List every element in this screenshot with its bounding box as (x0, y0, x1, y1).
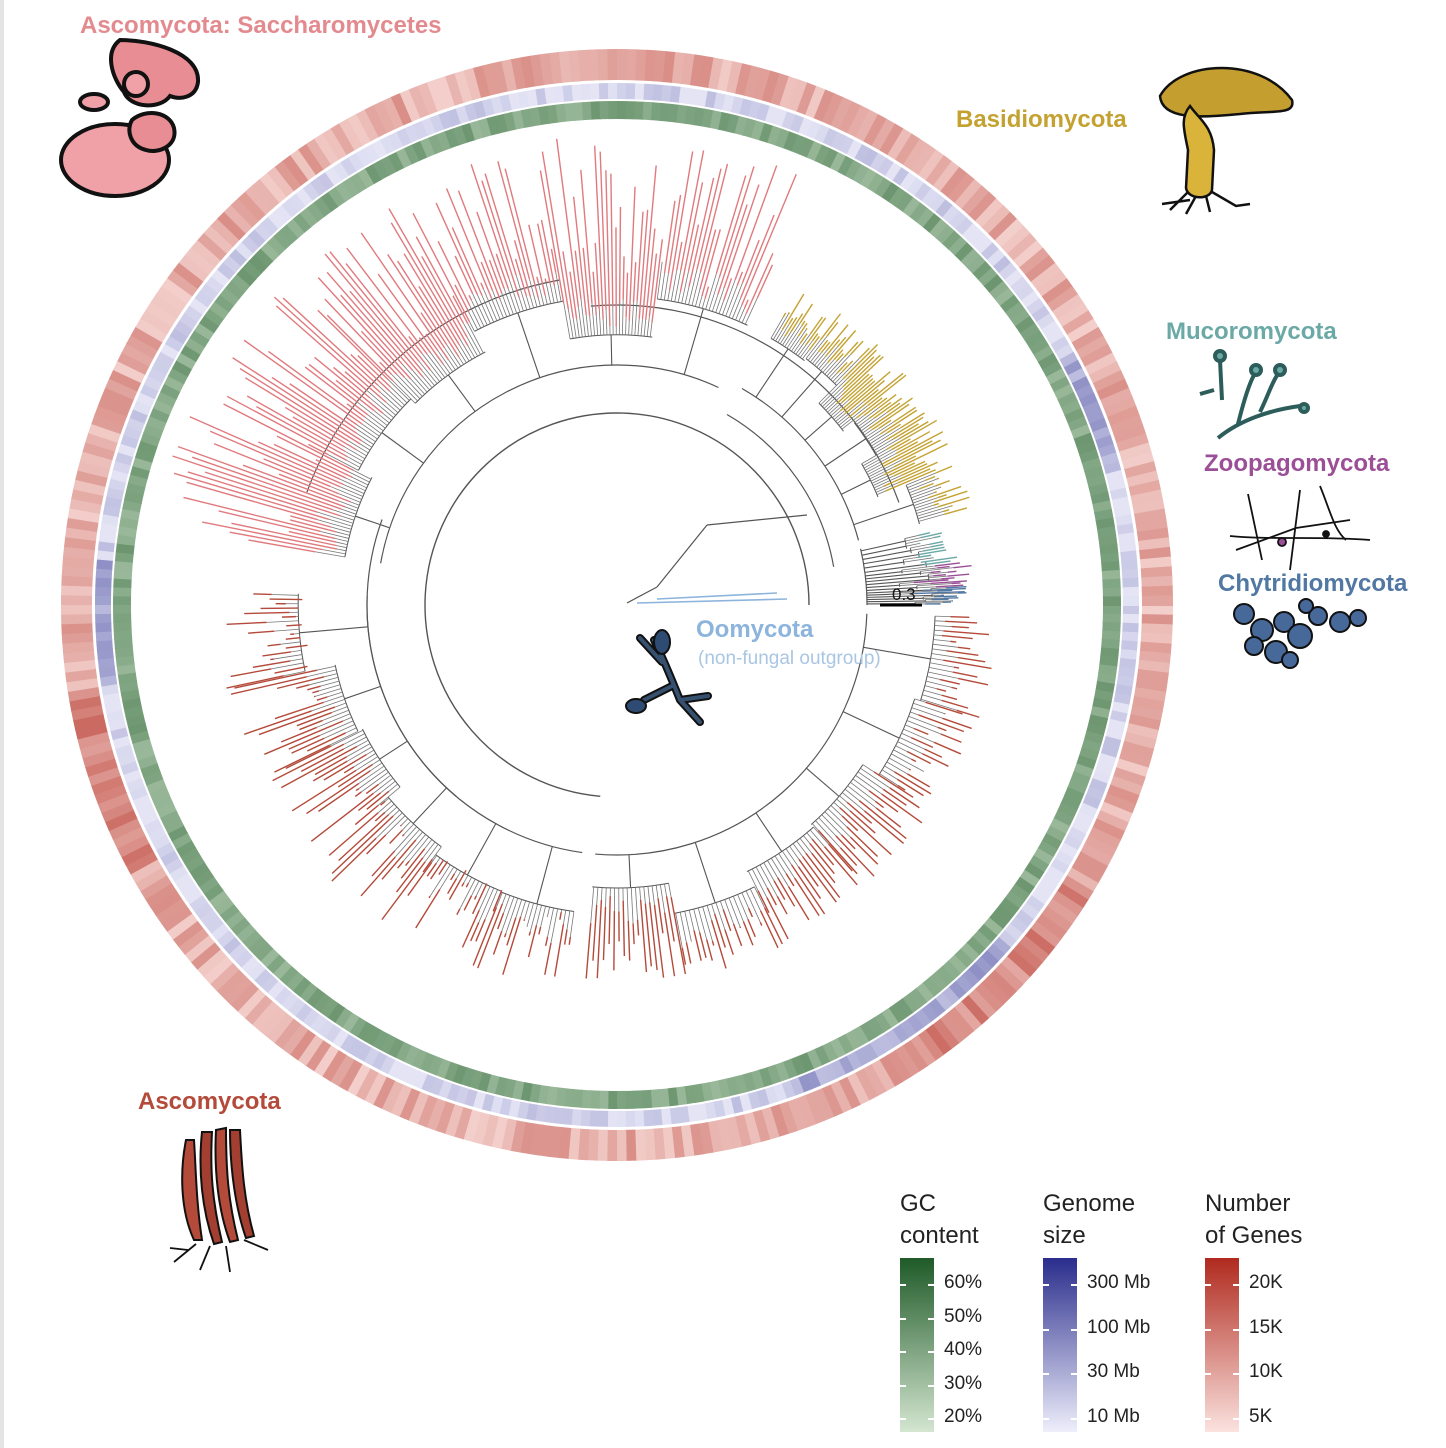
clade-basidiomycota (741, 293, 970, 541)
legend-title-gc: GC content (900, 1190, 979, 1249)
legend-bar-genome (1043, 1258, 1077, 1432)
ring-genes (61, 49, 1173, 1161)
clade-mucoromycota (860, 532, 958, 575)
ring-gc (113, 101, 1121, 1110)
label-basidiomycota: Basidiomycota (956, 106, 1127, 133)
label-oomycota: Oomycota (696, 616, 814, 643)
chytrid-icon (1233, 598, 1367, 669)
legend-tick-genome: 30 Mb (1087, 1361, 1140, 1383)
mushroom-icon (1158, 66, 1294, 215)
ring-genome (95, 82, 1139, 1127)
legend-title-genome: Genome size (1043, 1190, 1136, 1249)
phylogenetic-tree (172, 138, 992, 979)
legend-tick-gc: 50% (944, 1305, 983, 1327)
zoopago-icon (1229, 485, 1371, 571)
legend-tick-gc: 20% (944, 1406, 983, 1427)
left-edge-line (0, 0, 4, 1448)
legend-tick-genome: 100 Mb (1087, 1316, 1151, 1338)
mucor-icon (1199, 349, 1310, 440)
label-oomycota-sub: (non-fungal outgroup) (698, 648, 881, 669)
legend-tick-genes: 20K (1249, 1272, 1283, 1293)
clade-ascomycota (226, 593, 583, 977)
clade-zoopagomycota (864, 562, 972, 592)
label-saccharomycetes: Ascomycota: Saccharomycetes (80, 12, 442, 39)
legend-tick-genes: 5K (1249, 1406, 1273, 1427)
legend-tick-gc: 40% (944, 1339, 983, 1360)
yeast-icon (59, 37, 201, 198)
legend-tick-genes: 10K (1249, 1361, 1283, 1383)
cordyceps-icon (169, 1126, 269, 1273)
clade-oomycota (626, 514, 808, 604)
legend-bar-gc (900, 1258, 934, 1432)
clade-ascomycota (585, 613, 992, 979)
legend-tick-gc: 30% (944, 1372, 983, 1394)
label-zoopagomycota: Zoopagomycota (1204, 450, 1390, 477)
legend-tick-genome: 10 Mb (1087, 1406, 1140, 1427)
heatmap-rings (61, 49, 1173, 1161)
legend-bar-genes (1205, 1258, 1239, 1432)
clade-saccharomycetes (172, 138, 797, 564)
legend-tick-genome: 300 Mb (1087, 1272, 1151, 1293)
legend-title-genes: Number of Genes (1205, 1190, 1303, 1249)
legend-tick-gc: 60% (944, 1272, 983, 1293)
scale-bar-label: 0.3 (892, 585, 916, 604)
label-mucoromycota: Mucoromycota (1166, 318, 1337, 345)
legend-tick-genes: 15K (1249, 1316, 1283, 1338)
label-chytridiomycota: Chytridiomycota (1218, 570, 1408, 597)
scale-bar: 0.3 (880, 585, 922, 607)
label-ascomycota: Ascomycota (138, 1088, 281, 1115)
oomycete-icon (625, 629, 712, 726)
